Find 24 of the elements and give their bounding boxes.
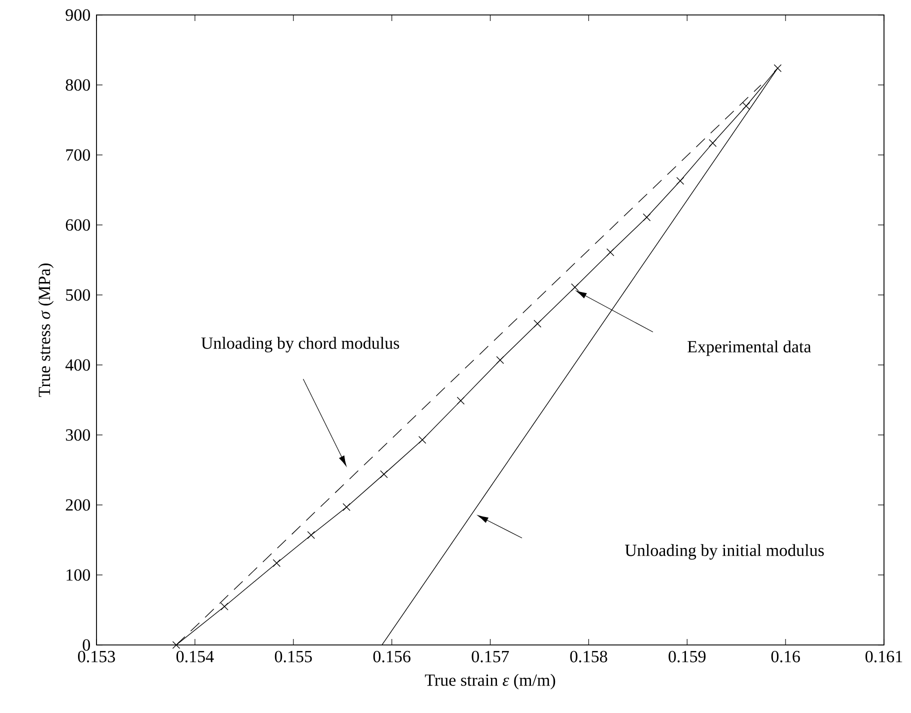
y-tick-label: 900	[66, 9, 90, 21]
x-tick-label: 0.155	[274, 650, 312, 662]
x-axis-title: True strain ε (m/m)	[424, 674, 556, 690]
y-tick-label: 0	[82, 639, 90, 651]
x-tick-label: 0.157	[472, 650, 509, 662]
annotation: Unloading by initial modulus	[625, 544, 824, 560]
y-tick-label: 500	[66, 289, 90, 301]
y-tick-label: 800	[66, 79, 90, 91]
x-tick-label: 0.154	[176, 650, 214, 662]
x-tick-label: 0.153	[78, 650, 115, 662]
x-tick-label: 0.156	[373, 650, 410, 662]
y-tick-label: 400	[65, 359, 90, 371]
x-tick-label: 0.159	[668, 650, 706, 662]
y-tick-label: 300	[66, 429, 90, 441]
annotation: Unloading by chord modulus	[201, 336, 400, 352]
x-tick-label: 0.16	[771, 650, 800, 662]
x-tick-label: 0.158	[570, 650, 608, 662]
annotation: Experimental data	[688, 340, 812, 356]
y-tick-label: 700	[66, 149, 90, 161]
x-tick-label: 0.161	[866, 650, 902, 662]
y-tick-label: 600	[66, 219, 90, 231]
y-tick-label: 200	[66, 499, 90, 511]
y-tick-label: 100	[66, 569, 90, 581]
y-axis-title: True stress σ (MPa)	[38, 264, 54, 397]
